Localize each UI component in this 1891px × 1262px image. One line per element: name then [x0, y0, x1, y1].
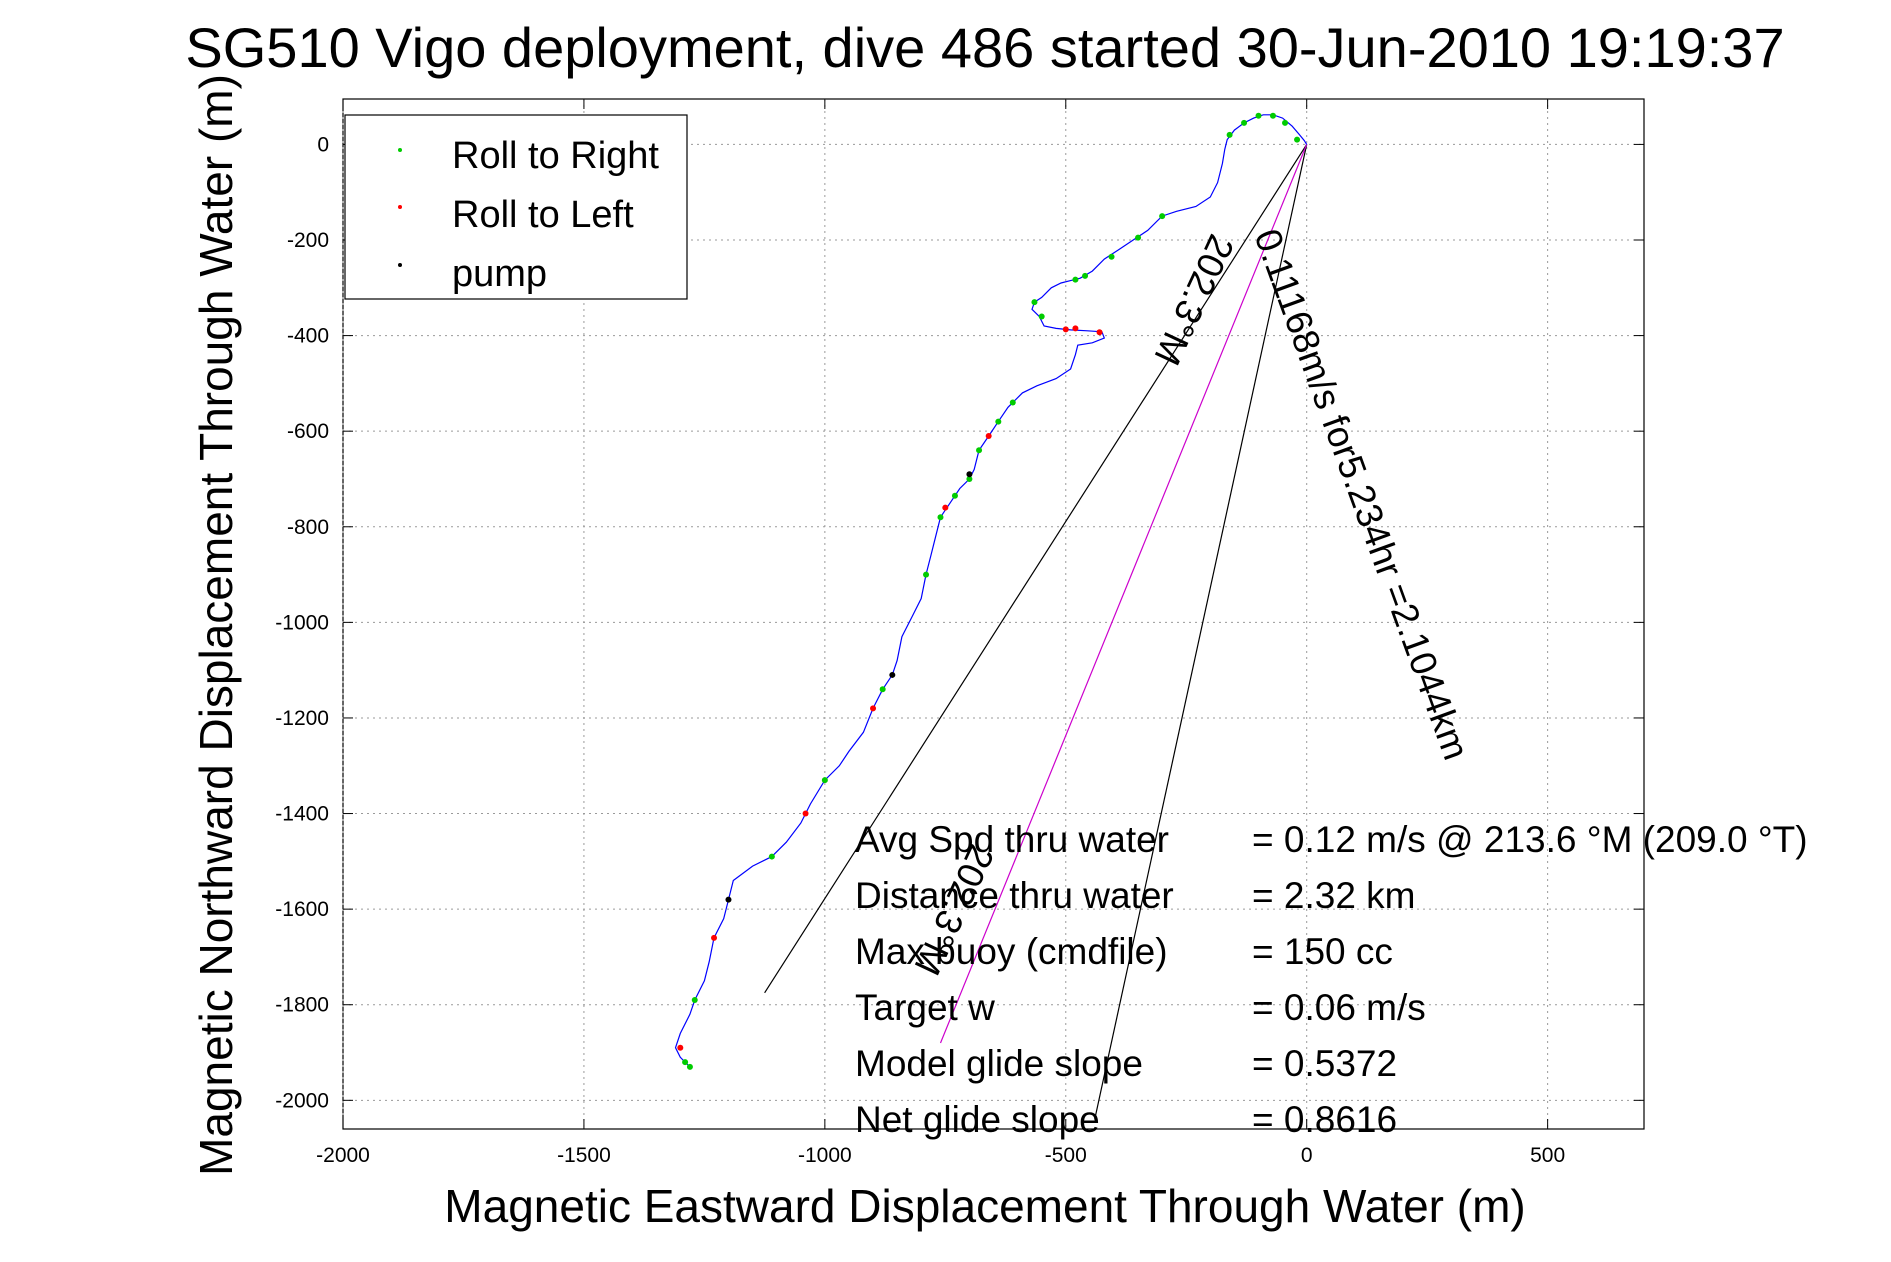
- legend-label-roll-right: Roll to Right: [452, 135, 659, 177]
- x-axis-label: Magnetic Eastward Displacement Through W…: [444, 1180, 1525, 1232]
- reference-lines: [764, 144, 1308, 1120]
- roll-right-point: [1241, 119, 1248, 126]
- roll-left-point: [985, 432, 992, 439]
- roll-left-point: [802, 810, 809, 817]
- roll-right-point: [1282, 119, 1289, 126]
- track-line: [674, 114, 1308, 1068]
- roll-right-point: [1038, 313, 1045, 320]
- roll-right-point: [1009, 399, 1016, 406]
- reference-line: [1094, 144, 1308, 1120]
- roll-left-point: [1072, 325, 1079, 332]
- roll-right-point: [686, 1063, 693, 1070]
- stat-label: Distance thru water: [855, 875, 1174, 916]
- stat-label: Max buoy (cmdfile): [855, 931, 1168, 972]
- pump-point: [725, 896, 732, 903]
- roll-left-point: [942, 504, 949, 511]
- roll-right-point: [1072, 276, 1079, 283]
- roll-right-point: [1135, 234, 1142, 241]
- roll-right-point: [1269, 112, 1276, 119]
- roll-right-point: [937, 514, 944, 521]
- roll-left-point: [711, 934, 718, 941]
- x-tick-label: -500: [1045, 1144, 1087, 1167]
- roll-right-point: [976, 447, 983, 454]
- stat-label: Target w: [855, 987, 995, 1028]
- roll-right-point: [1108, 253, 1115, 260]
- legend-marker-roll-right: [398, 148, 402, 152]
- chart-title: SG510 Vigo deployment, dive 486 started …: [185, 16, 1784, 79]
- stat-value: = 0.5372: [1252, 1043, 1397, 1084]
- x-tick-label: -1000: [798, 1144, 852, 1167]
- y-tick-label: -200: [287, 229, 329, 252]
- roll-left-point: [1062, 326, 1069, 333]
- roll-left-point: [870, 705, 877, 712]
- y-tick-label: -800: [287, 516, 329, 539]
- pump-point: [966, 471, 973, 478]
- y-tick-label: -1600: [275, 898, 329, 921]
- roll-right-point: [1031, 299, 1038, 306]
- roll-right-point: [923, 571, 930, 578]
- roll-right-point: [682, 1059, 689, 1066]
- roll-left-point: [677, 1044, 684, 1051]
- roll-left-point: [1096, 329, 1103, 336]
- roll-right-point: [1082, 272, 1089, 279]
- x-tick-label: 0: [1301, 1144, 1313, 1167]
- y-axis-label: Magnetic Northward Displacement Through …: [190, 74, 242, 1176]
- roll-right-point: [1226, 131, 1233, 138]
- stat-label: Net glide slope: [855, 1099, 1100, 1140]
- roll-right-point: [768, 853, 775, 860]
- stat-value: = 2.32 km: [1252, 875, 1416, 916]
- y-tick-label: -2000: [275, 1089, 329, 1112]
- stat-value: = 0.06 m/s: [1252, 987, 1426, 1028]
- roll-right-point: [1255, 112, 1262, 119]
- legend: Roll to Right Roll to Left pump: [344, 114, 688, 300]
- roll-right-point: [691, 996, 698, 1003]
- stat-label: Avg Spd thru water: [855, 819, 1169, 860]
- y-tick-label: -600: [287, 420, 329, 443]
- y-tick-label: -400: [287, 325, 329, 348]
- axis-ticks: -2000 -1500 -1000 -500 0 500 0 -200 -400 -600 -800…: [275, 99, 1644, 1167]
- roll-markers: [677, 112, 1301, 1070]
- stat-value: = 0.8616: [1252, 1099, 1397, 1140]
- legend-marker-roll-left: [398, 205, 402, 209]
- y-tick-label: 0: [317, 133, 329, 156]
- x-tick-label: 500: [1530, 1144, 1565, 1167]
- y-tick-label: -1200: [275, 707, 329, 730]
- stats-block: Avg Spd thru water = 0.12 m/s @ 213.6 °M …: [855, 819, 1808, 1140]
- legend-label-roll-left: Roll to Left: [452, 194, 634, 236]
- roll-right-point: [821, 777, 828, 784]
- y-tick-label: -1000: [275, 611, 329, 634]
- reference-line: [764, 144, 1308, 994]
- x-tick-label: -1500: [557, 1144, 611, 1167]
- roll-right-point: [995, 418, 1002, 425]
- pump-point: [889, 671, 896, 678]
- y-tick-label: -1400: [275, 803, 329, 826]
- legend-marker-pump: [398, 263, 402, 267]
- stat-label: Model glide slope: [855, 1043, 1143, 1084]
- roll-right-point: [966, 475, 973, 482]
- roll-right-point: [1159, 213, 1166, 220]
- roll-right-point: [1294, 136, 1301, 143]
- glide-line: [939, 144, 1308, 1044]
- y-tick-label: -1800: [275, 994, 329, 1017]
- stat-value: = 0.12 m/s @ 213.6 °M (209.0 °T): [1252, 819, 1808, 860]
- stat-value: = 150 cc: [1252, 931, 1393, 972]
- x-tick-label: -2000: [316, 1144, 370, 1167]
- roll-right-point: [951, 492, 958, 499]
- legend-label-pump: pump: [452, 253, 547, 295]
- roll-right-point: [879, 686, 886, 693]
